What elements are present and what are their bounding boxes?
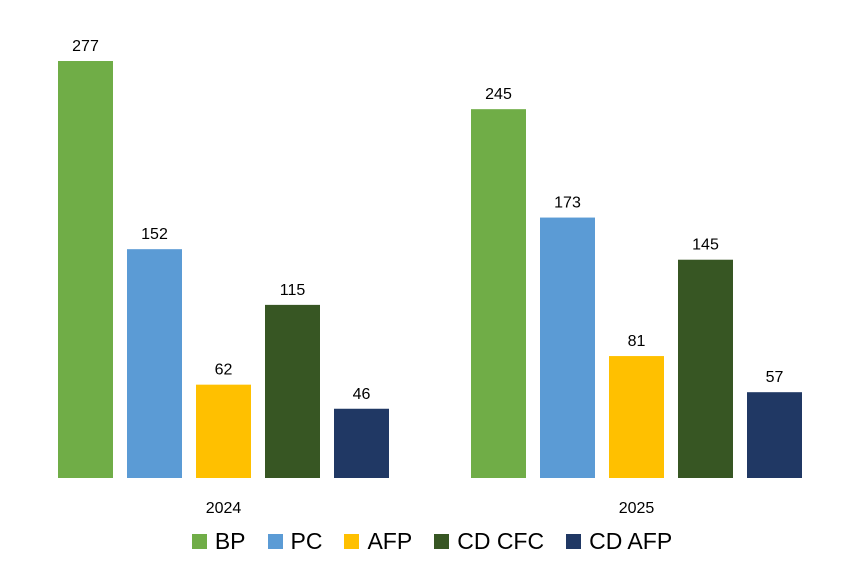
data-label: 81 — [628, 333, 646, 350]
data-label: 152 — [141, 226, 168, 243]
legend-item: BP — [191, 528, 246, 554]
legend: BP PC AFP CD CFC CD AFP — [0, 530, 864, 553]
bar-afp-2024 — [196, 384, 251, 478]
legend-swatch — [267, 534, 283, 549]
legend-label: BP — [214, 528, 246, 554]
category-axis: 2024 2025 — [206, 500, 655, 517]
bar-cd-afp-2025 — [747, 392, 802, 478]
legend-item: CD AFP — [566, 530, 672, 553]
data-label: 245 — [485, 86, 512, 103]
legend-swatch — [191, 534, 207, 549]
bar-bp-2025 — [471, 109, 526, 479]
data-label: 62 — [215, 362, 233, 379]
data-label: 57 — [766, 369, 784, 386]
legend-label: PC — [290, 528, 323, 554]
legend-label: CD AFP — [589, 528, 673, 554]
bar-cd-cfc-2024 — [265, 304, 320, 478]
legend-item: AFP — [344, 530, 412, 553]
legend-label: AFP — [367, 528, 413, 554]
bars-layer — [58, 61, 802, 479]
category-label: 2025 — [619, 500, 655, 517]
data-label: 145 — [692, 237, 719, 254]
legend-swatch — [434, 534, 450, 549]
legend-item: PC — [267, 528, 323, 554]
data-labels-layer: 277 152 62 115 46 245 173 81 145 57 — [72, 38, 783, 403]
bar-cd-cfc-2025 — [678, 259, 733, 478]
data-label: 115 — [280, 282, 306, 299]
legend-item: CD CFC — [434, 530, 544, 553]
legend-swatch — [566, 534, 582, 549]
bar-bp-2024 — [58, 61, 113, 478]
data-label: 173 — [554, 195, 581, 212]
legend-label: CD CFC — [457, 528, 545, 554]
bar-chart: 277 152 62 115 46 245 173 81 145 57 2024 2025 — [58, 38, 802, 517]
legend-swatch — [344, 534, 360, 549]
bar-pc-2024 — [127, 249, 182, 478]
bar-cd-afp-2024 — [334, 408, 389, 478]
bar-afp-2025 — [609, 356, 664, 478]
data-label: 277 — [72, 38, 99, 55]
data-label: 46 — [353, 386, 371, 403]
category-label: 2024 — [206, 500, 242, 517]
bar-pc-2025 — [540, 217, 595, 478]
